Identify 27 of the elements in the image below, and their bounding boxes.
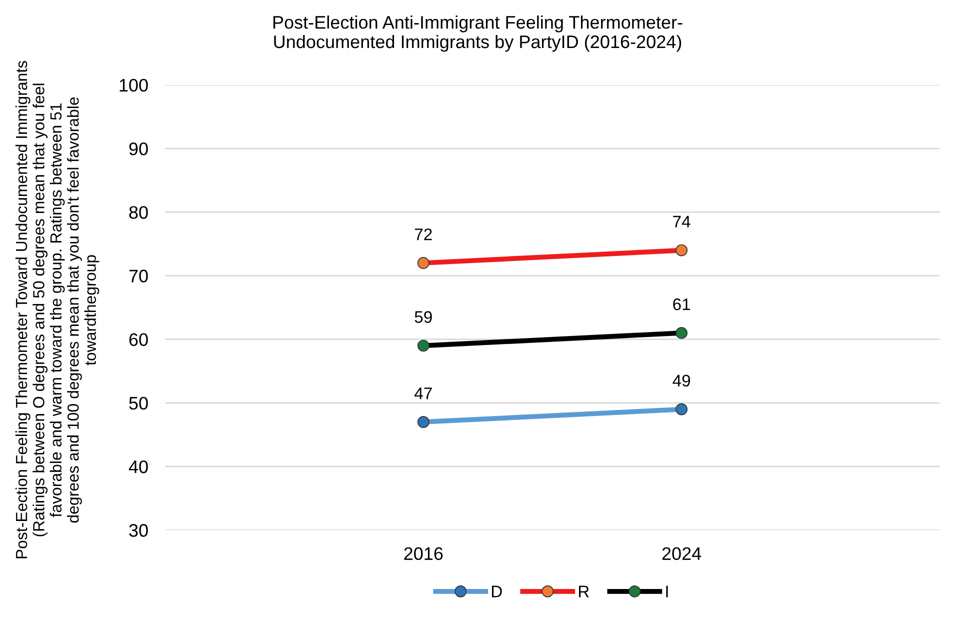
data-label: 74 [673,216,690,228]
y-tick-label: 70 [129,270,148,282]
y-tick-label: 80 [129,206,148,219]
y-tick-label: 100 [120,78,148,92]
x-tick-label: 2024 [662,547,702,560]
point [676,244,688,256]
x-tick-label: 2016 [404,547,443,560]
y-tick-label: 30 [129,524,148,537]
y-axis-title: Post-Eection Feeling Thermometer Toward Undocumented Immigrants (Ratings between O degrees and 50 degrees mean that you feel favorable and warm toward the group. Ratings between 51 degrees and 100 degrees mean that you don't feel favorable towardthegroup [15,60,100,558]
y-tick-label: 60 [129,333,148,346]
point [676,403,688,416]
point [676,326,688,339]
data-label: 61 [673,298,690,310]
legend-label: I [666,586,668,598]
y-tick-label: 50 [129,396,148,410]
data-label: 72 [414,228,432,240]
data-label: 59 [414,311,432,323]
point [417,416,430,428]
point [417,340,430,352]
chart-title: Post-Election Anti-Immigrant Feeling Thermometer- Undocumented Immigrants by PartyID (2016-2024) [273,16,682,52]
data-label: 47 [414,388,432,400]
legend-label: R [579,586,589,598]
data-label: 49 [672,374,690,387]
point [417,257,430,269]
legend-label: D [492,586,502,598]
y-tick-label: 90 [129,142,148,156]
y-tick-label: 40 [128,460,148,474]
